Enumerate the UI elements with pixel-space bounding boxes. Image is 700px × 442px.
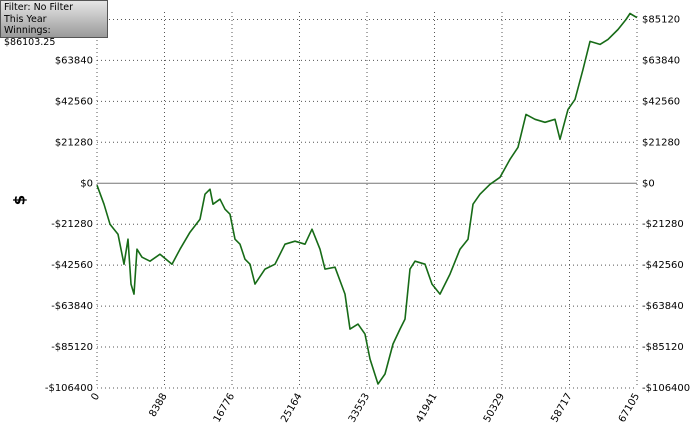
y-tick-label: $63840 <box>55 55 93 66</box>
y2-tick-label: -$42560 <box>642 260 684 271</box>
y2-tick-label: $63840 <box>642 55 680 66</box>
y2-tick-label: $21280 <box>642 137 680 148</box>
y-tick-label: $21280 <box>55 137 93 148</box>
x-tick-label: 58717 <box>549 392 574 425</box>
x-tick-label: 8388 <box>147 392 169 420</box>
y2-tick-label: $0 <box>642 178 655 189</box>
x-tick-label: 41941 <box>414 392 439 425</box>
y-axis-label: $ <box>11 195 29 205</box>
info-line: Filter: No Filter <box>4 2 74 13</box>
y-tick-label: -$106400 <box>45 383 93 394</box>
y2-tick-label: $85120 <box>642 14 680 25</box>
y-tick-label: -$21280 <box>51 219 93 230</box>
y-tick-label: $0 <box>80 178 93 189</box>
y2-tick-label: $42560 <box>642 96 680 107</box>
y-tick-label: -$42560 <box>51 260 93 271</box>
x-tick-label: 0 <box>89 392 102 403</box>
x-tick-label: 50329 <box>482 392 507 425</box>
y-tick-label: -$85120 <box>51 342 93 353</box>
info-box: Filter: No Filter This Year Winnings: $8… <box>0 0 108 48</box>
x-tick-label: 67105 <box>617 392 642 425</box>
x-tick-label: 33553 <box>347 392 372 425</box>
y2-tick-label: -$85120 <box>642 342 684 353</box>
info-line: Winnings: $86103.25 <box>4 25 56 48</box>
y2-tick-label: -$63840 <box>642 301 684 312</box>
x-tick-label: 16776 <box>212 392 237 425</box>
winnings-line <box>96 12 638 385</box>
y2-tick-label: -$21280 <box>642 219 684 230</box>
x-tick-label: 25164 <box>279 392 304 425</box>
y2-tick-label: -$106400 <box>642 383 690 394</box>
y-tick-label: -$63840 <box>51 301 93 312</box>
info-line: This Year <box>4 13 47 25</box>
y-tick-label: $42560 <box>55 96 93 107</box>
